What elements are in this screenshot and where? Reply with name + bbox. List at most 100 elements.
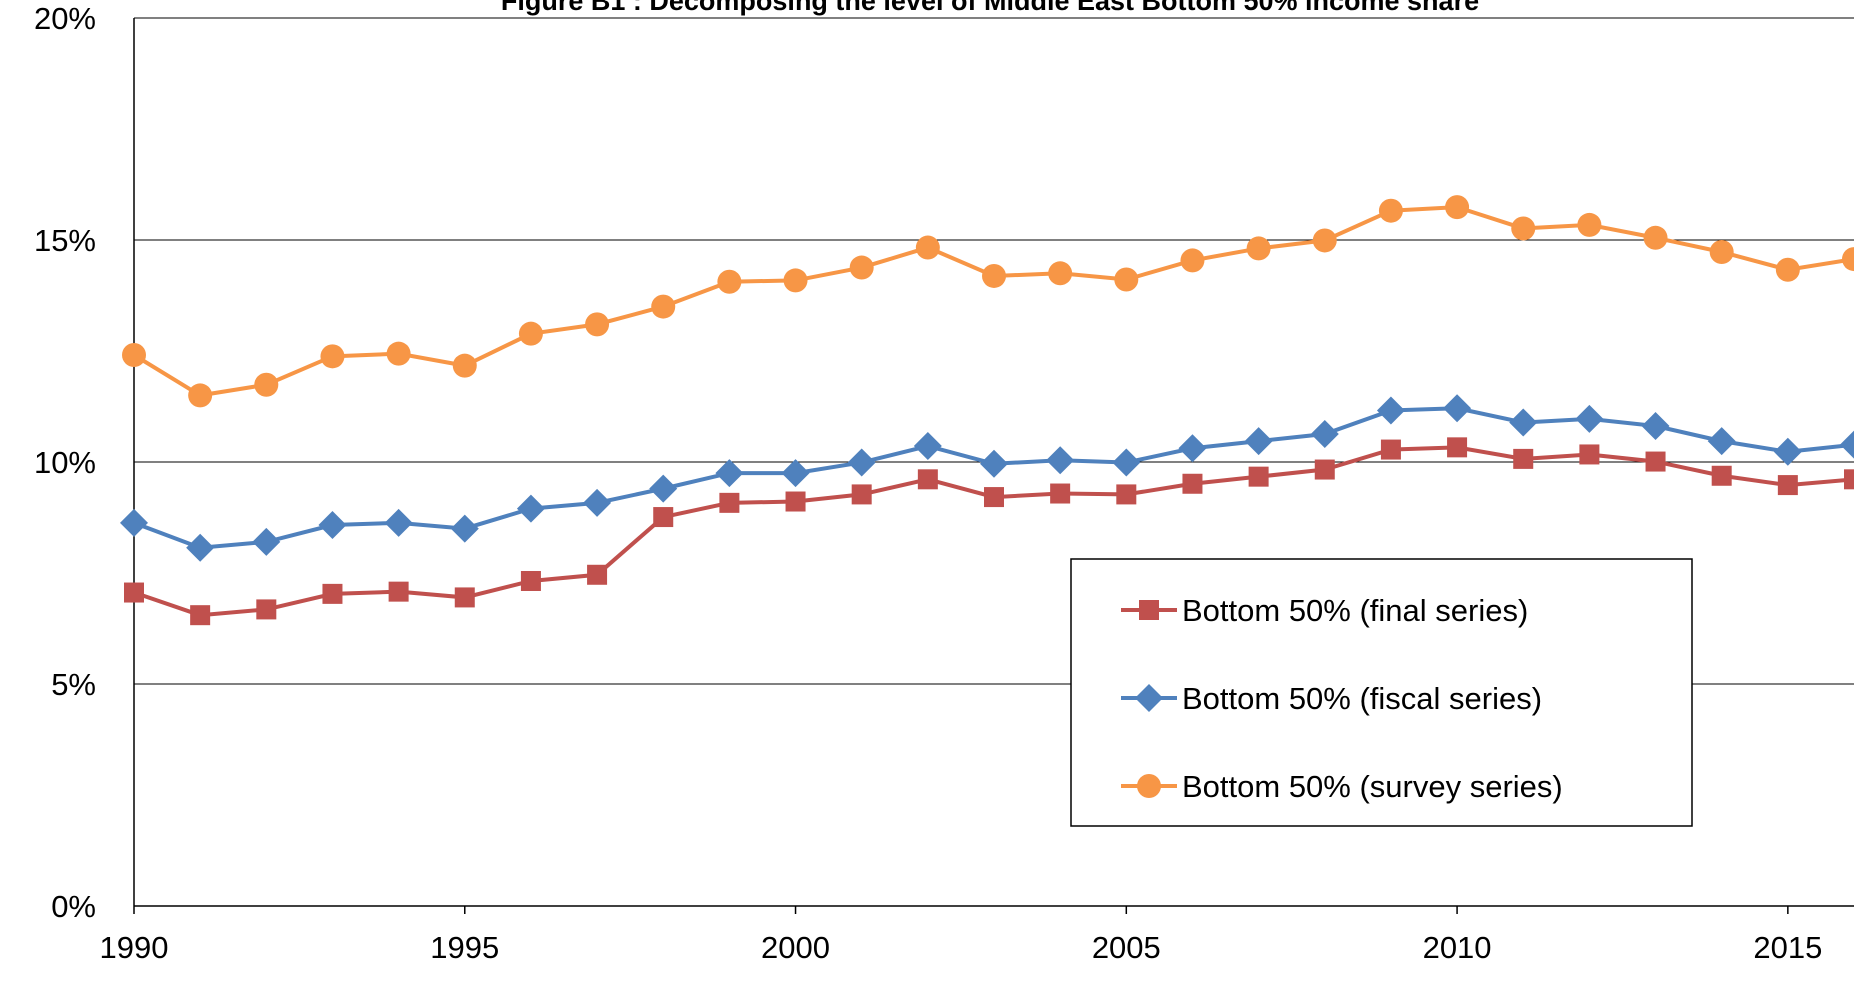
- marker: [1643, 225, 1668, 250]
- marker: [982, 263, 1006, 288]
- legend-label: Bottom 50% (fiscal series): [1182, 681, 1542, 716]
- marker: [653, 507, 674, 528]
- marker: [1844, 469, 1854, 490]
- y-tick-label: 20%: [34, 1, 96, 36]
- x-tick-label: 1995: [430, 930, 499, 965]
- marker: [649, 474, 678, 503]
- marker: [386, 341, 411, 366]
- x-tick-label: 2015: [1753, 930, 1822, 965]
- y-tick-label: 15%: [34, 223, 96, 258]
- legend-marker: [1135, 684, 1163, 712]
- marker: [851, 484, 872, 505]
- marker: [1182, 473, 1203, 494]
- chart-title: Figure B1 : Decomposing the level of Mid…: [501, 0, 1479, 16]
- marker: [516, 494, 545, 523]
- x-tick-label: 2000: [761, 930, 830, 965]
- marker: [1380, 439, 1401, 460]
- marker: [1709, 239, 1734, 264]
- marker: [1046, 446, 1075, 475]
- marker: [915, 235, 940, 260]
- marker: [651, 294, 676, 319]
- marker: [1112, 448, 1141, 477]
- marker: [1641, 412, 1670, 441]
- marker: [1244, 427, 1273, 456]
- legend-marker: [1139, 600, 1159, 620]
- marker: [1842, 247, 1854, 272]
- marker: [318, 511, 347, 540]
- marker: [450, 514, 479, 543]
- marker: [1248, 466, 1269, 487]
- marker: [186, 533, 215, 562]
- marker: [1707, 427, 1736, 456]
- marker: [454, 587, 475, 608]
- y-tick-label: 5%: [51, 667, 96, 702]
- marker: [984, 487, 1004, 508]
- marker: [190, 605, 211, 626]
- marker: [388, 581, 409, 602]
- marker: [452, 353, 477, 378]
- marker: [1579, 444, 1600, 465]
- marker: [1050, 483, 1071, 504]
- marker: [320, 344, 345, 369]
- marker: [583, 488, 612, 517]
- x-tick-label: 1990: [100, 930, 169, 965]
- marker: [1378, 198, 1403, 223]
- marker: [520, 570, 541, 591]
- marker: [518, 321, 543, 346]
- marker: [585, 312, 610, 337]
- legend-label: Bottom 50% (final series): [1182, 593, 1528, 628]
- legend-marker: [1137, 774, 1161, 798]
- marker: [917, 469, 938, 490]
- marker: [1445, 195, 1470, 220]
- marker: [1775, 257, 1800, 282]
- marker: [1114, 267, 1139, 292]
- marker: [1447, 437, 1468, 458]
- marker: [322, 583, 343, 604]
- marker: [1314, 459, 1335, 480]
- marker: [188, 383, 213, 408]
- marker: [847, 448, 876, 477]
- x-tick-label: 2005: [1092, 930, 1161, 965]
- marker: [1178, 434, 1207, 463]
- marker: [1443, 394, 1472, 423]
- marker: [719, 492, 740, 513]
- marker: [124, 582, 144, 603]
- marker: [785, 491, 806, 512]
- marker: [1310, 420, 1339, 449]
- marker: [1645, 451, 1666, 472]
- legend-box: [1070, 558, 1693, 827]
- series-line: [132, 205, 1854, 398]
- marker: [1509, 408, 1538, 437]
- legend-label: Bottom 50% (survey series): [1182, 769, 1563, 804]
- marker: [1513, 448, 1534, 469]
- marker: [1777, 475, 1798, 496]
- marker: [913, 432, 942, 461]
- marker: [980, 449, 1008, 478]
- marker: [1376, 396, 1405, 425]
- legend: Bottom 50% (final series) Bottom 50% (fis…: [1070, 558, 1693, 827]
- marker: [122, 342, 146, 367]
- marker: [384, 508, 413, 537]
- marker: [587, 564, 608, 585]
- marker: [1773, 437, 1802, 466]
- marker: [252, 527, 281, 556]
- marker: [1511, 216, 1536, 241]
- marker: [849, 255, 874, 280]
- marker: [1575, 404, 1604, 433]
- marker: [717, 269, 742, 294]
- marker: [781, 459, 810, 488]
- marker: [1180, 248, 1205, 273]
- marker: [256, 599, 277, 620]
- marker: [1577, 212, 1602, 237]
- marker: [1840, 430, 1854, 459]
- marker: [1711, 465, 1732, 486]
- marker: [715, 459, 744, 488]
- marker: [1116, 484, 1137, 505]
- marker: [1246, 236, 1271, 261]
- marker: [254, 372, 279, 397]
- marker: [1312, 228, 1337, 253]
- y-tick-label: 0%: [51, 889, 96, 924]
- y-tick-label: 10%: [34, 445, 96, 480]
- marker: [120, 508, 148, 537]
